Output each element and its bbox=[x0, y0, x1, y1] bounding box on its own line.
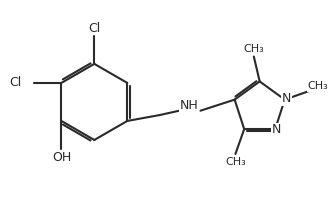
Text: NH: NH bbox=[179, 99, 198, 112]
Text: N: N bbox=[272, 123, 281, 136]
Text: CH₃: CH₃ bbox=[225, 157, 246, 167]
Text: Cl: Cl bbox=[88, 22, 100, 34]
Text: OH: OH bbox=[52, 151, 71, 164]
Text: Cl: Cl bbox=[10, 76, 22, 89]
Text: CH₃: CH₃ bbox=[307, 81, 328, 91]
Text: N: N bbox=[282, 92, 292, 105]
Text: CH₃: CH₃ bbox=[243, 44, 264, 53]
